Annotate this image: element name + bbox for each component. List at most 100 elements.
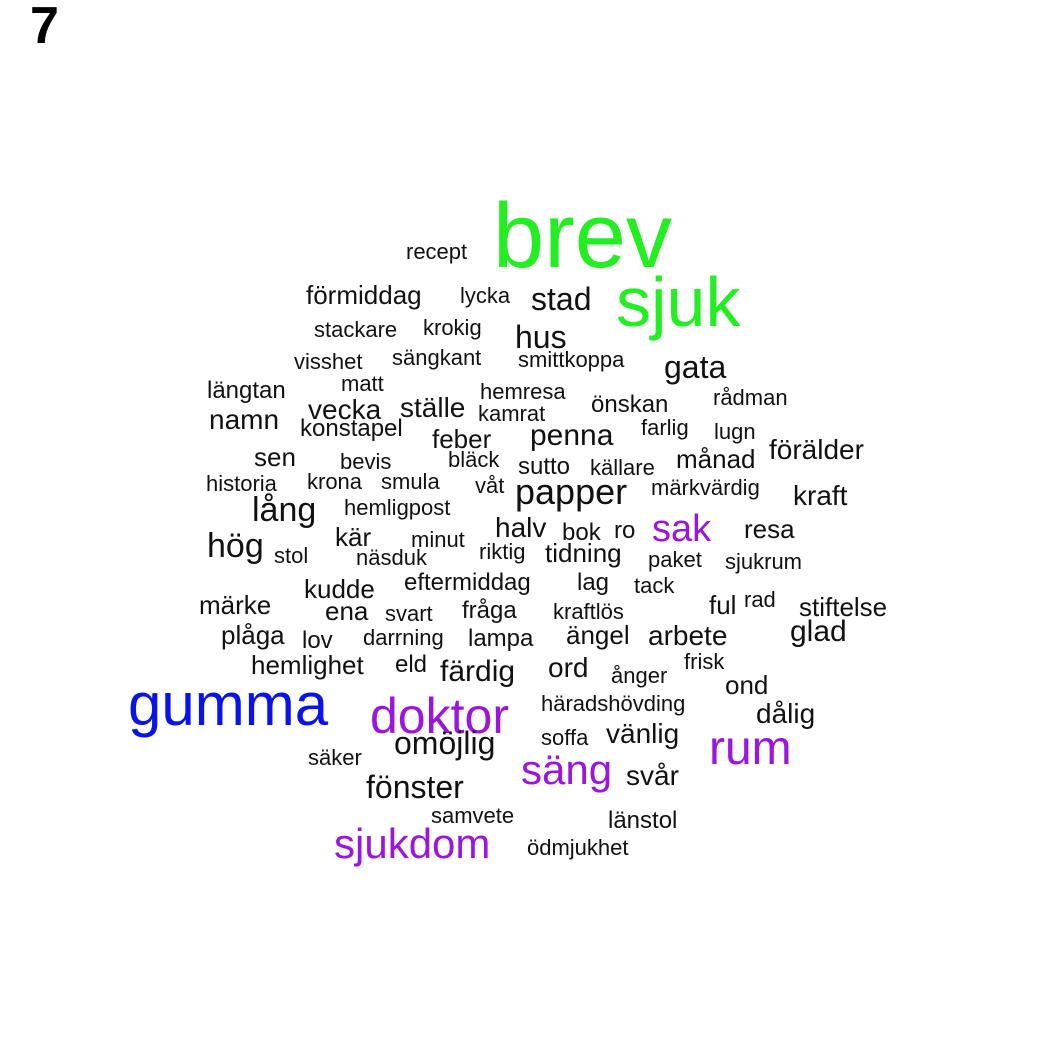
word-23: rådman [713, 385, 788, 410]
word-30: lugn [714, 419, 756, 444]
panel-label: 7 [30, 0, 59, 55]
word-35: sen [254, 442, 296, 472]
word-79: lov [302, 627, 333, 654]
word-85: färdig [440, 655, 516, 688]
word-62: sjukrum [725, 549, 803, 574]
word-54: bok [562, 519, 601, 546]
word-77: ängel [566, 620, 630, 650]
word-14: krokig [423, 315, 482, 340]
word-25: vecka [308, 394, 382, 425]
word-19: gata [664, 349, 727, 385]
word-47: kraft [793, 480, 848, 511]
word-40: källare [590, 455, 655, 480]
word-57: riktig [479, 539, 526, 564]
word-71: ena [325, 596, 369, 626]
word-21: matt [341, 371, 384, 396]
word-95: svår [626, 760, 679, 791]
word-90: dålig [756, 698, 816, 729]
word-55: minut [411, 527, 465, 552]
word-1: brev [493, 185, 672, 287]
word-65: lag [577, 569, 610, 596]
word-56: hög [207, 527, 264, 565]
word-8: sak [652, 508, 712, 550]
word-75: glad [790, 615, 847, 648]
word-11: lycka [460, 283, 511, 308]
word-50: halv [495, 512, 547, 543]
word-93: omöjlig [394, 725, 496, 761]
word-81: lampa [468, 625, 534, 652]
word-6: säng [521, 746, 613, 793]
word-61: paket [648, 547, 702, 572]
word-28: namn [209, 404, 280, 435]
word-39: sutto [518, 453, 571, 480]
word-99: ödmjukhet [527, 835, 629, 860]
word-73: fråga [462, 597, 517, 624]
word-76: plåga [221, 620, 285, 650]
word-46: märkvärdig [651, 475, 760, 500]
word-74: kraftlös [553, 599, 624, 624]
word-15: hus [515, 319, 567, 355]
word-52: resa [744, 514, 795, 544]
word-58: tidning [545, 538, 622, 568]
word-63: kudde [304, 574, 375, 604]
word-16: visshet [294, 349, 363, 374]
word-41: historia [206, 471, 277, 496]
word-49: hemligpost [344, 495, 451, 520]
word-66: tack [634, 573, 675, 598]
word-42: krona [307, 469, 363, 494]
word-91: soffa [541, 725, 589, 750]
word-59: stol [274, 543, 309, 568]
word-22: hemresa [480, 379, 566, 404]
word-4: doktor [370, 688, 509, 744]
word-12: stad [531, 281, 592, 317]
word-87: ånger [611, 663, 668, 688]
word-36: månad [676, 444, 756, 474]
word-94: säker [308, 745, 362, 770]
word-86: ord [548, 652, 589, 683]
word-38: bevis [340, 449, 392, 474]
word-31: konstapel [300, 415, 403, 442]
word-17: sängkant [392, 345, 482, 370]
word-82: hemlighet [251, 650, 364, 680]
word-33: feber [432, 424, 492, 454]
word-78: arbete [648, 620, 728, 651]
word-29: farlig [641, 415, 689, 440]
word-3: gumma [128, 671, 329, 738]
word-70: stiftelse [799, 592, 888, 622]
word-96: fönster [366, 769, 464, 805]
word-34: förälder [769, 434, 864, 465]
word-24: önskan [591, 391, 669, 418]
word-26: ställe [400, 392, 466, 423]
word-32: penna [530, 419, 614, 452]
word-67: märke [199, 590, 272, 620]
word-64: eftermiddag [404, 569, 531, 596]
word-13: stackare [314, 317, 398, 342]
word-89: häradshövding [541, 691, 686, 716]
word-68: ful [709, 590, 737, 620]
word-98: länstol [608, 807, 678, 834]
word-10: förmiddag [306, 280, 422, 310]
word-84: frisk [684, 649, 725, 674]
word-43: smula [381, 469, 440, 494]
word-72: svart [385, 601, 433, 626]
word-27: kamrat [478, 401, 546, 426]
word-44: våt [475, 473, 505, 498]
word-48: lång [252, 491, 317, 529]
word-88: ond [725, 670, 769, 700]
word-2: sjuk [616, 263, 741, 341]
word-69: rad [744, 587, 776, 612]
word-5: rum [709, 722, 792, 775]
word-51: ro [614, 517, 636, 544]
word-37: bläck [448, 447, 500, 472]
word-92: vänlig [606, 718, 680, 749]
word-80: darrning [363, 625, 444, 650]
word-7: sjukdom [334, 820, 491, 867]
word-97: samvete [431, 803, 515, 828]
word-60: näsduk [356, 545, 427, 570]
word-53: kär [335, 522, 372, 552]
word-45: papper [515, 471, 628, 512]
word-20: längtan [207, 377, 286, 404]
word-9: recept [406, 239, 468, 264]
word-83: eld [395, 651, 428, 678]
